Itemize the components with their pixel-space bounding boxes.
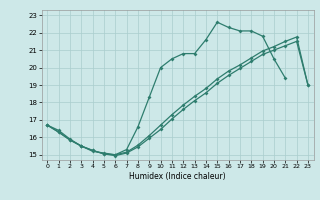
X-axis label: Humidex (Indice chaleur): Humidex (Indice chaleur) (129, 172, 226, 181)
